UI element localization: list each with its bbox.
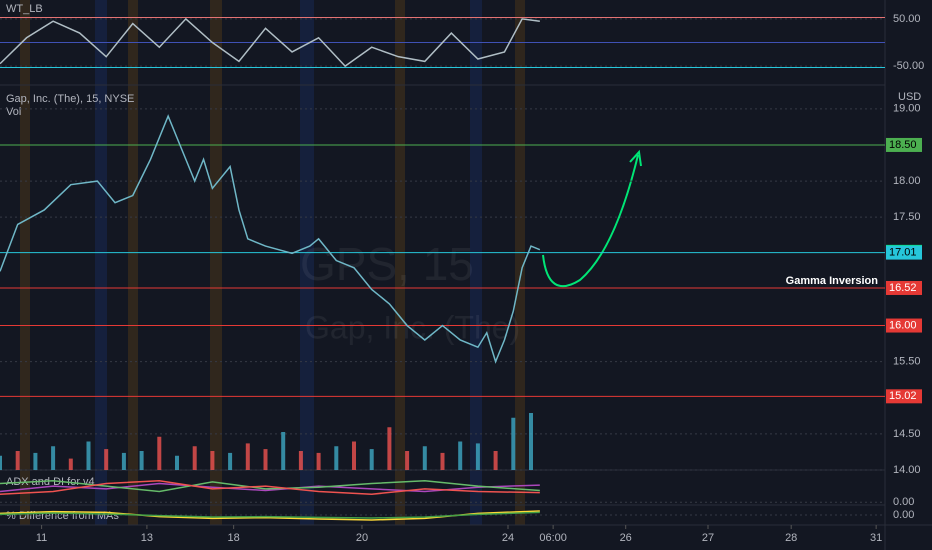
y-tick-label: 17.50: [893, 211, 921, 223]
volume-bar: [0, 455, 2, 470]
volume-bar: [369, 449, 374, 470]
price-label-text: 15.02: [889, 390, 917, 402]
series-line: [0, 17, 540, 68]
watermark: Gap, Inc. (The): [305, 309, 520, 345]
x-tick-label: 18: [228, 532, 240, 544]
price-label: [886, 245, 922, 260]
volume-bar: [458, 441, 463, 470]
x-tick-label: 26: [620, 532, 632, 544]
y-tick-label: 0.00: [893, 496, 914, 508]
series-line: [0, 511, 540, 519]
volume-bar: [387, 427, 392, 470]
volume-bar: [245, 443, 250, 470]
volume-bar: [228, 452, 233, 470]
x-tick-label: 11: [36, 532, 47, 544]
volume-bar: [316, 452, 321, 470]
x-tick-label: 24: [502, 532, 514, 544]
panel-title: Gap, Inc. (The), 15, NYSE: [6, 93, 134, 105]
price-label: [886, 137, 922, 152]
volume-bar: [334, 446, 339, 470]
volume-bar: [121, 452, 126, 470]
volume-bar: [104, 449, 109, 470]
volume-bar: [157, 436, 162, 470]
price-label: [886, 389, 922, 404]
volume-bar: [15, 451, 20, 470]
panel-title: WT_LB: [6, 3, 43, 15]
y-tick-label: 18.00: [893, 175, 921, 187]
x-tick-label: 20: [356, 532, 368, 544]
panel-subtitle: Vol: [6, 106, 21, 118]
x-tick-label: 27: [702, 532, 714, 544]
volume-bar: [352, 441, 356, 470]
volume-bar: [139, 451, 144, 470]
price-label-text: 16.00: [889, 319, 917, 331]
y-tick-label: -50.00: [893, 60, 924, 72]
x-tick-label: 06:00: [539, 532, 567, 544]
price-label: [886, 280, 922, 295]
volume-bar: [475, 443, 480, 470]
volume-bar: [298, 451, 303, 470]
volume-bar: [422, 446, 427, 470]
y-tick-label: 15.50: [893, 356, 921, 368]
volume-bar: [511, 417, 516, 470]
price-label-text: 16.52: [889, 282, 917, 294]
annotation: Gamma Inversion: [786, 275, 879, 287]
arrow-head: [629, 149, 642, 167]
volume-bar: [440, 452, 445, 470]
volume-bar: [263, 449, 268, 470]
session-bands: [20, 0, 525, 525]
forecast-arrow: [542, 154, 639, 288]
y-tick-label: 19.00: [893, 103, 921, 115]
volume-bar: [192, 446, 197, 470]
volume-bar: [51, 446, 56, 470]
series-line: [0, 480, 540, 495]
panel-title: ADX and DI for v4: [6, 476, 95, 488]
volume-bar: [68, 458, 73, 470]
volume-bar: [210, 451, 215, 470]
y-tick-label: 0.00: [893, 509, 914, 521]
volume-bar: [493, 451, 498, 470]
volume-bar: [529, 413, 533, 470]
price-label: [886, 318, 922, 333]
volume-bar: [175, 455, 179, 470]
volume-bar: [281, 432, 286, 470]
series-line: [0, 480, 540, 493]
y-tick-label: 14.50: [893, 428, 921, 440]
price-label-text: 18.50: [889, 139, 917, 151]
price-label-text: 17.01: [889, 246, 917, 258]
x-tick-label: 31: [870, 532, 882, 544]
volume-bar: [405, 451, 410, 470]
volume-bar: [86, 441, 91, 470]
x-tick-label: 13: [141, 532, 153, 544]
watermark: GPS, 15: [300, 238, 474, 290]
y-tick-label: 50.00: [893, 13, 921, 25]
series-line: [0, 114, 541, 364]
volume-bar: [33, 452, 38, 470]
unit: USD: [898, 91, 921, 103]
y-tick-label: 14.00: [893, 464, 921, 476]
x-tick-label: 28: [785, 532, 797, 544]
